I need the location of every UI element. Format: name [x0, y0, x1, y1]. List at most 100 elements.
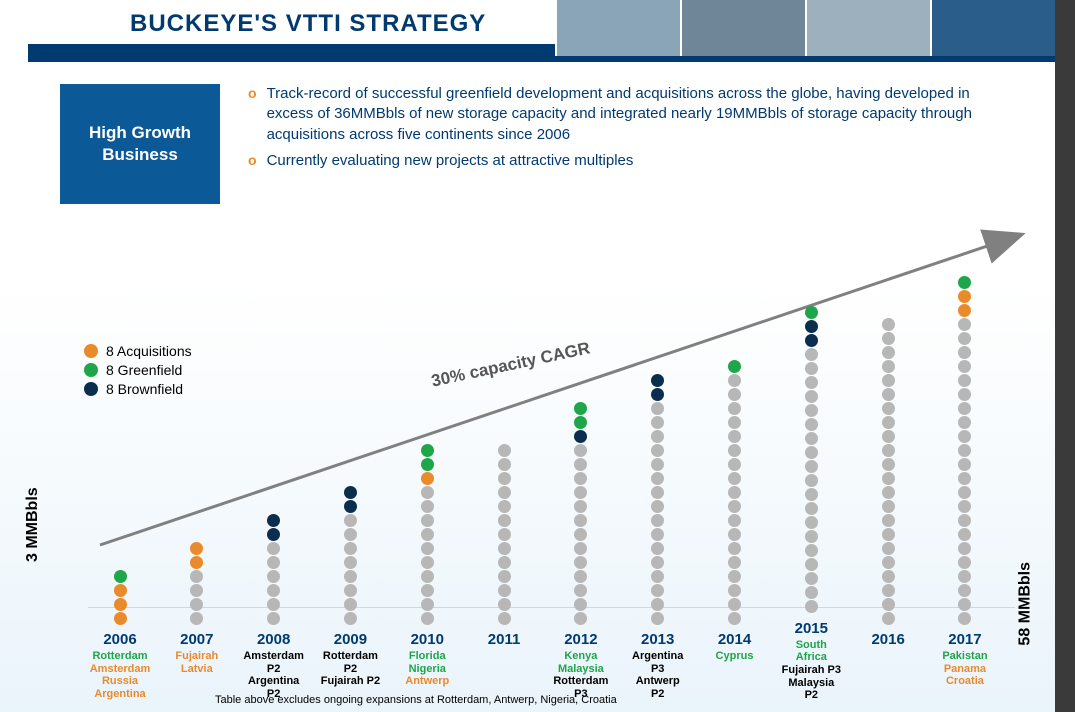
dot-stack — [344, 485, 357, 625]
dot — [344, 570, 357, 583]
dot — [498, 556, 511, 569]
dot — [882, 598, 895, 611]
dot — [728, 388, 741, 401]
year-label: 2016 — [871, 631, 904, 648]
dot — [882, 374, 895, 387]
dot — [958, 556, 971, 569]
dot — [882, 430, 895, 443]
dot — [882, 584, 895, 597]
dot — [344, 598, 357, 611]
dot — [498, 570, 511, 583]
dot — [728, 570, 741, 583]
dot — [958, 528, 971, 541]
year-column: 2010FloridaNigeriaAntwerp — [397, 443, 457, 702]
location-list: FujairahLatvia — [175, 650, 218, 702]
year-column: 2016 — [858, 317, 918, 702]
location-list: South AfricaFujairah P3Malaysia P2 — [781, 639, 841, 702]
dot — [344, 542, 357, 555]
dot — [651, 514, 664, 527]
dot — [805, 586, 818, 599]
dot — [805, 558, 818, 571]
dot — [958, 458, 971, 471]
dot — [651, 556, 664, 569]
dot-stack — [958, 275, 971, 625]
dot — [498, 444, 511, 457]
dot — [882, 416, 895, 429]
dot — [805, 600, 818, 613]
location-label: Nigeria — [405, 663, 449, 676]
dot — [574, 514, 587, 527]
location-label: Croatia — [942, 675, 987, 688]
dot — [498, 528, 511, 541]
dot — [574, 584, 587, 597]
dot — [267, 556, 280, 569]
dot — [882, 318, 895, 331]
dot — [882, 332, 895, 345]
dot — [574, 500, 587, 513]
year-label: 2013 — [641, 631, 674, 648]
dot — [882, 612, 895, 625]
callout-box: High Growth Business — [60, 84, 220, 204]
dot — [651, 374, 664, 387]
year-column: 2013Argentina P3Antwerp P2 — [628, 373, 688, 702]
dot — [958, 276, 971, 289]
year-column: 2012KenyaMalaysiaRotterdam P3 — [551, 401, 611, 702]
year-label: 2007 — [180, 631, 213, 648]
scrollbar-track[interactable] — [1055, 0, 1075, 712]
dot-stack — [114, 569, 127, 625]
dot — [805, 362, 818, 375]
dot — [882, 500, 895, 513]
dot — [651, 584, 664, 597]
year-label: 2009 — [334, 631, 367, 648]
dot — [421, 528, 434, 541]
dot — [805, 516, 818, 529]
dot — [344, 556, 357, 569]
dot — [421, 444, 434, 457]
y-axis-right-label: 58 MMBbls — [1017, 562, 1035, 646]
location-label: Latvia — [175, 663, 218, 676]
dot — [728, 416, 741, 429]
dot — [267, 598, 280, 611]
dot — [958, 584, 971, 597]
dot — [882, 528, 895, 541]
dot — [574, 444, 587, 457]
dot — [190, 598, 203, 611]
dot — [574, 612, 587, 625]
dot — [882, 346, 895, 359]
dot-stack — [805, 306, 818, 614]
dot — [958, 612, 971, 625]
dot — [267, 570, 280, 583]
dot — [651, 542, 664, 555]
dot — [882, 402, 895, 415]
dot — [728, 458, 741, 471]
dot — [498, 542, 511, 555]
dot — [805, 432, 818, 445]
dot — [574, 486, 587, 499]
dot — [728, 500, 741, 513]
dot — [805, 376, 818, 389]
bullet-item: oTrack-record of successful greenfield d… — [248, 84, 1015, 145]
y-axis-left-label: 3 MMBbls — [24, 487, 42, 562]
year-label: 2014 — [718, 631, 751, 648]
growth-chart: 30% capacity CAGR 3 MMBbls 58 MMBbls 200… — [60, 200, 1025, 702]
dot — [882, 360, 895, 373]
dot — [421, 472, 434, 485]
dot — [651, 500, 664, 513]
dot — [651, 528, 664, 541]
dot — [651, 416, 664, 429]
location-list: PakistanPanamaCroatia — [942, 650, 987, 702]
dot — [498, 486, 511, 499]
dot — [805, 320, 818, 333]
location-label: Argentina P3 — [628, 650, 688, 675]
dot — [805, 446, 818, 459]
dot-stack — [882, 317, 895, 625]
dot — [574, 528, 587, 541]
dot — [958, 290, 971, 303]
dot — [114, 570, 127, 583]
dot — [421, 598, 434, 611]
bullet-item: oCurrently evaluating new projects at at… — [248, 151, 1015, 171]
dot — [882, 388, 895, 401]
location-label: Panama — [942, 663, 987, 676]
location-list: Cyprus — [716, 650, 754, 702]
year-column: 2008Amsterdam P2Argentina P2 — [244, 513, 304, 702]
